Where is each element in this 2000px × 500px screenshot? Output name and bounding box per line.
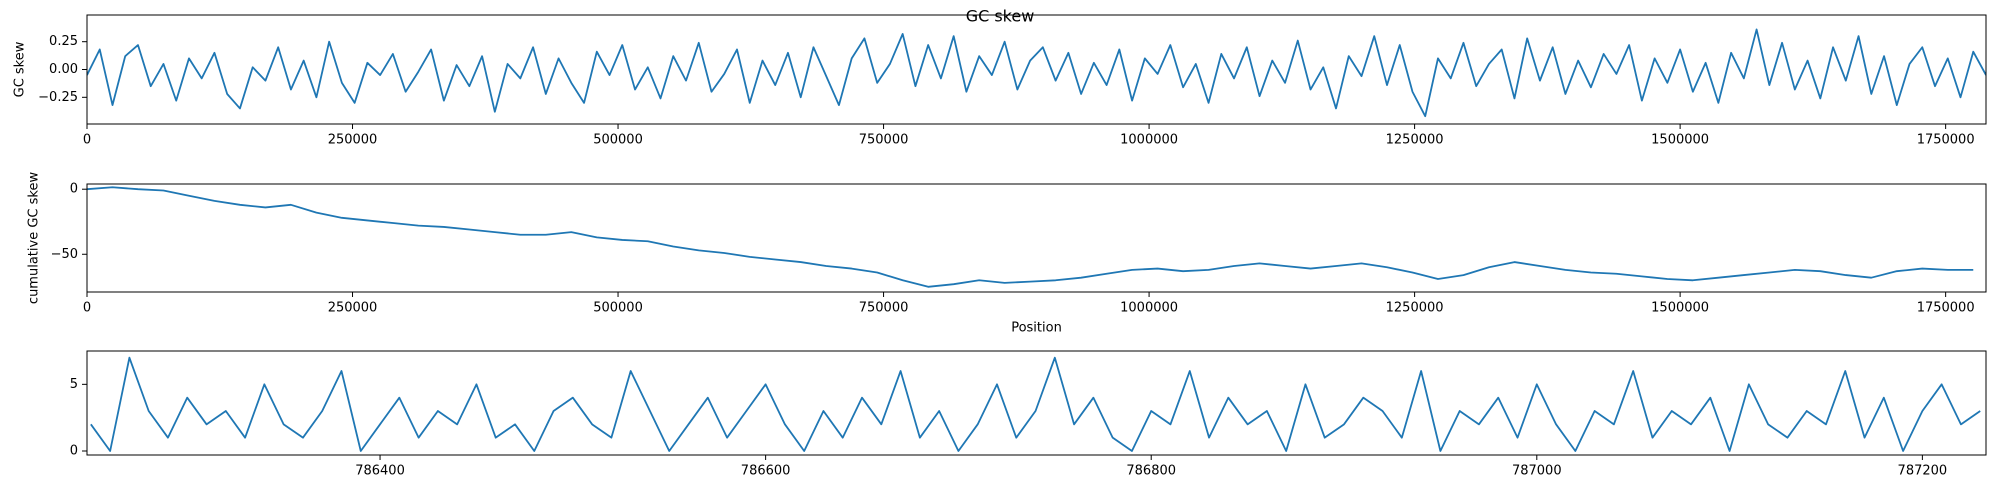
x-tick-label: 786600 <box>741 464 791 479</box>
y-tick-label: 0 <box>70 444 78 459</box>
axes-frame <box>86 350 1987 456</box>
y-tick-label: −50 <box>51 247 78 262</box>
x-tick-label: 786800 <box>1126 464 1176 479</box>
x-tick-label: 500000 <box>593 133 643 148</box>
y-tick-label: 0.25 <box>49 34 78 49</box>
x-tick-label: 787000 <box>1512 464 1562 479</box>
x-tick-label: 1000000 <box>1120 301 1178 316</box>
y-tick-label: −0.25 <box>38 90 78 105</box>
y-axis-label: GC skew <box>13 41 28 97</box>
x-tick-label: 1000000 <box>1120 133 1178 148</box>
figure-title: GC skew <box>966 7 1035 26</box>
y-tick-label: 0 <box>70 182 78 197</box>
axes-frame <box>86 183 1987 293</box>
y-tick-label: 0.00 <box>49 62 78 77</box>
x-tick-label: 500000 <box>593 301 643 316</box>
x-tick-label: 1250000 <box>1386 301 1444 316</box>
x-tick-label: 787200 <box>1898 464 1948 479</box>
y-tick-label: 5 <box>70 377 78 392</box>
x-tick-label: 1250000 <box>1386 133 1444 148</box>
x-tick-label: 250000 <box>328 133 378 148</box>
data-line <box>87 28 1986 118</box>
x-tick-label: 750000 <box>859 301 909 316</box>
x-tick-label: 0 <box>83 133 91 148</box>
data-line <box>87 186 1974 288</box>
x-tick-label: 250000 <box>328 301 378 316</box>
x-tick-label: 750000 <box>859 133 909 148</box>
x-axis-label: Position <box>1011 321 1062 336</box>
x-tick-label: 1750000 <box>1917 301 1975 316</box>
y-axis-label: cumulative GC skew <box>27 172 42 305</box>
axes-frame <box>86 14 1987 125</box>
x-tick-label: 1750000 <box>1917 133 1975 148</box>
x-tick-label: 0 <box>83 301 91 316</box>
x-tick-label: 1500000 <box>1651 301 1709 316</box>
x-tick-label: 1500000 <box>1651 133 1709 148</box>
data-line <box>90 356 1981 452</box>
x-tick-label: 786400 <box>355 464 405 479</box>
